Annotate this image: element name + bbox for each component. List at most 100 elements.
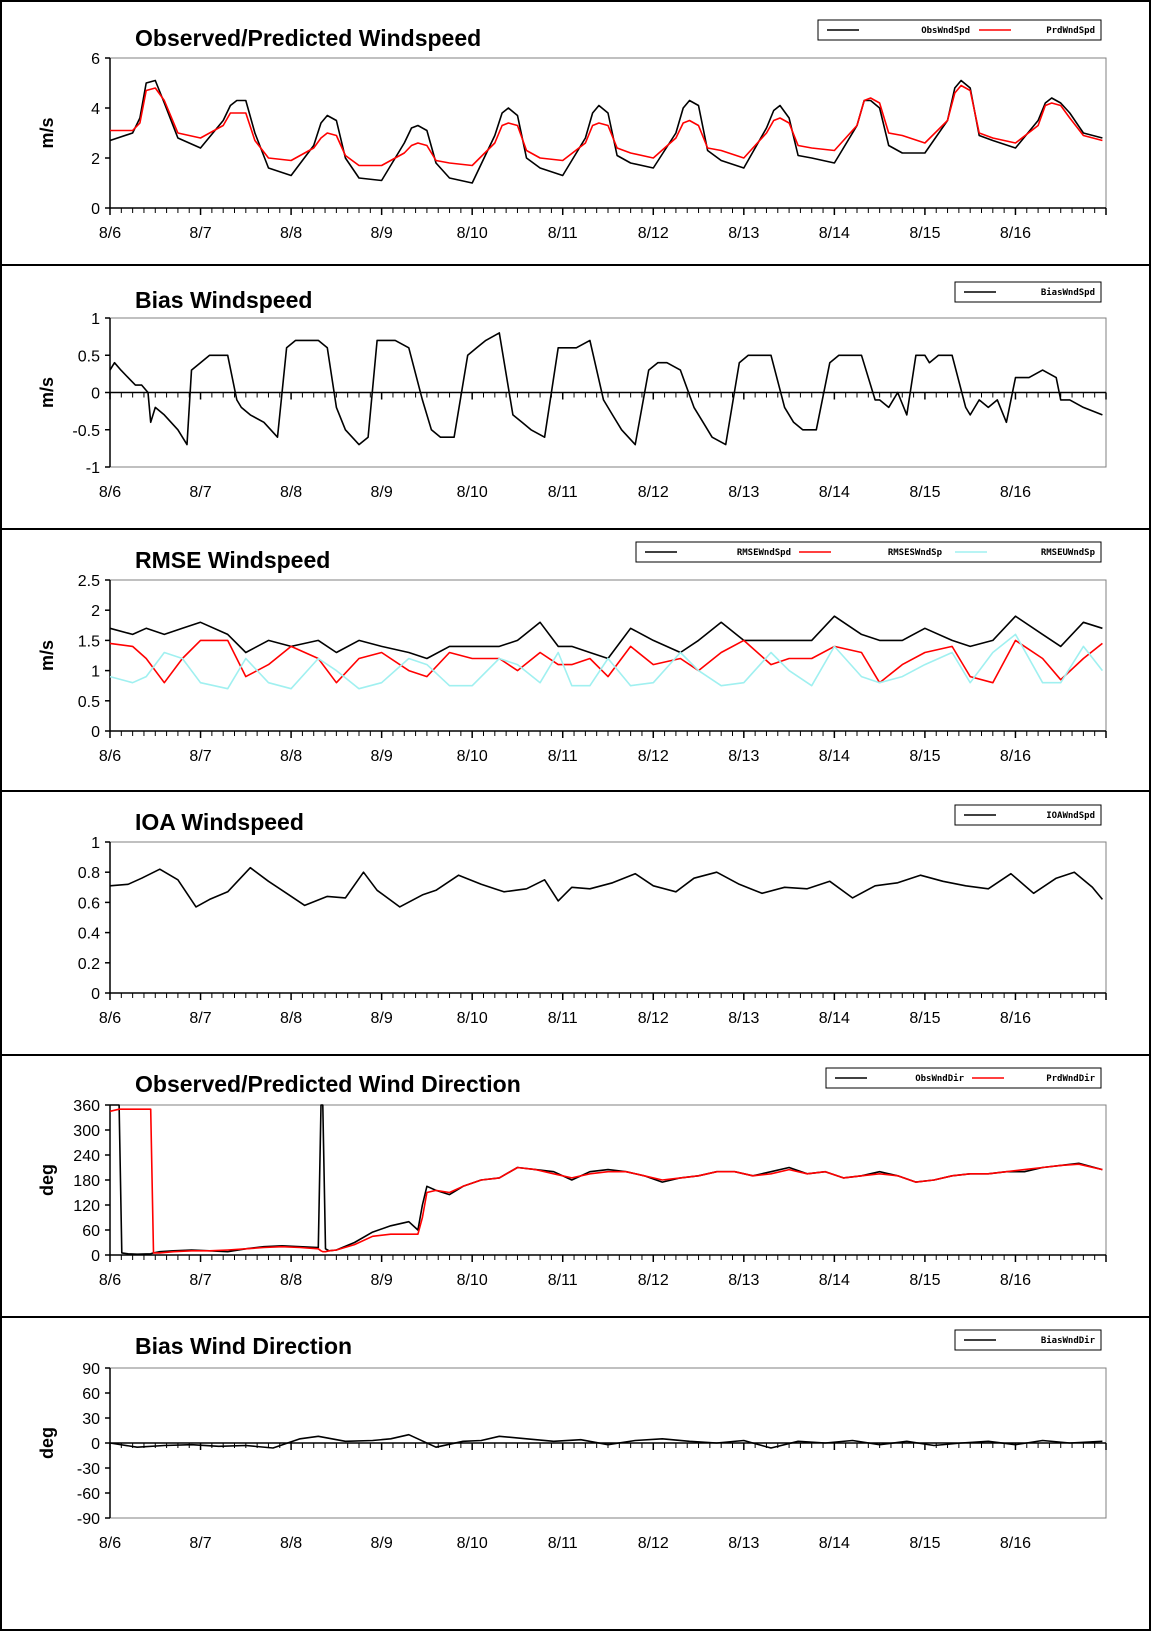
y-tick-label: -0.5 (72, 423, 100, 440)
x-tick-label: 8/15 (909, 1272, 940, 1289)
plot-area (109, 841, 1107, 994)
x-tick-label: 8/11 (548, 484, 578, 501)
x-tick-label: 8/16 (1000, 1272, 1031, 1289)
y-tick-label: 2 (91, 151, 100, 168)
x-tick-label: 8/10 (457, 225, 488, 242)
chart-title: Observed/Predicted Wind Direction (135, 1071, 521, 1097)
x-tick-label: 8/8 (280, 1272, 302, 1289)
y-tick-label: 1.5 (78, 633, 100, 650)
y-tick-label: 0 (91, 201, 100, 218)
legend: BiasWndSpd (954, 281, 1102, 303)
y-tick-label: 0.8 (78, 865, 100, 882)
x-tick-label: 8/12 (638, 1010, 669, 1027)
x-tick-label: 8/16 (1000, 1010, 1031, 1027)
series-line-RMSEUWndSp (109, 633, 1104, 690)
x-tick-label: 8/12 (638, 1272, 669, 1289)
y-axis-label: deg (37, 1164, 57, 1196)
x-tick-label: 8/6 (99, 225, 121, 242)
y-axis-label: m/s (37, 117, 57, 148)
chart-title: Bias Windspeed (135, 287, 312, 313)
chart-panel-2: Bias Windspeed m/s -1 -0.5 0 0.5 1 8/6 8/7 8/8 8/9… (37, 281, 1107, 501)
x-tick-label: 8/10 (457, 1010, 488, 1027)
y-tick-label: 0 (91, 386, 100, 403)
x-tick-label: 8/11 (548, 1010, 578, 1027)
x-tick-label: 8/12 (638, 748, 669, 765)
x-tick-label: 8/7 (189, 225, 211, 242)
x-tick-label: 8/12 (638, 1535, 669, 1552)
chart-title: Observed/Predicted Windspeed (135, 25, 481, 51)
x-tick-label: 8/9 (371, 1535, 393, 1552)
y-tick-label: 2.5 (78, 573, 100, 590)
chart-panel-6: Bias Wind Direction deg -90 -60 -30 0 30 60 90 8/… (37, 1329, 1107, 1552)
x-tick-label: 8/10 (457, 1535, 488, 1552)
plot-area (109, 57, 1107, 209)
legend-label-PrdWndDir: PrdWndDir (1046, 1073, 1095, 1084)
legend-box (954, 804, 1102, 826)
x-tick-label: 8/10 (457, 748, 488, 765)
y-tick-label: 90 (82, 1361, 100, 1378)
chart-panel-1: Observed/Predicted Windspeed m/s 0 2 4 6 8/6 8/… (37, 19, 1107, 242)
x-tick-label: 8/14 (819, 484, 850, 501)
x-tick-label: 8/10 (457, 1272, 488, 1289)
series-line-RMSEWndSpd (109, 615, 1103, 660)
x-tick-label: 8/15 (909, 1010, 940, 1027)
x-tick-label: 8/13 (728, 484, 759, 501)
y-tick-label: 30 (82, 1411, 100, 1428)
x-tick-label: 8/7 (189, 1010, 211, 1027)
series-line-BiasWndSpd (109, 332, 1103, 446)
y-tick-label: -30 (77, 1461, 100, 1478)
y-tick-label: 0.2 (78, 956, 100, 973)
y-tick-label: 0 (91, 1436, 100, 1453)
x-tick-label: 8/14 (819, 1272, 850, 1289)
legend-label-RMSEUWndSp: RMSEUWndSp (1041, 548, 1096, 558)
y-axis-label: m/s (37, 640, 57, 671)
legend-label-RMSESWndSp: RMSESWndSp (888, 548, 943, 558)
chart-title: IOA Windspeed (135, 809, 304, 835)
y-tick-label: 300 (73, 1123, 100, 1140)
legend-label-PrdWndSpd: PrdWndSpd (1046, 26, 1095, 36)
x-tick-label: 8/8 (280, 1010, 302, 1027)
plot-area (109, 579, 1107, 732)
legend-box (954, 1329, 1102, 1351)
y-tick-label: 0 (91, 724, 100, 741)
legend-box (954, 281, 1102, 303)
legend: RMSEWndSpd RMSESWndSp RMSEUWndSp (635, 541, 1102, 563)
y-tick-label: 0 (91, 986, 100, 1003)
y-tick-label: 0 (91, 1248, 100, 1265)
legend-label-ObsWndDir: ObsWndDir (915, 1073, 964, 1084)
y-axis-label: m/s (37, 377, 57, 408)
y-tick-label: 4 (91, 101, 100, 118)
series-line-RMSESWndSp (109, 639, 1103, 684)
legend-label-RMSEWndSpd: RMSEWndSpd (737, 548, 791, 558)
legend-label-BiasWndDir: BiasWndDir (1041, 1335, 1096, 1346)
chart-title: Bias Wind Direction (135, 1333, 352, 1359)
y-tick-label: 120 (73, 1198, 100, 1215)
chart-panel-5: Observed/Predicted Wind Direction deg 0 60 1… (37, 1067, 1107, 1289)
y-axis-label: deg (37, 1427, 57, 1459)
x-tick-label: 8/15 (909, 484, 940, 501)
x-tick-label: 8/8 (280, 1535, 302, 1552)
x-tick-label: 8/6 (99, 484, 121, 501)
x-tick-label: 8/11 (548, 1272, 578, 1289)
y-tick-label: 240 (73, 1148, 100, 1165)
legend-label-IOAWndSpd: IOAWndSpd (1046, 811, 1095, 821)
x-tick-label: 8/13 (728, 1272, 759, 1289)
chart-panel-3: RMSE Windspeed m/s 0 0.5 1 1.5 2 2.5 8/6 8/7 8/8 8/… (37, 541, 1107, 765)
y-tick-label: -60 (77, 1486, 100, 1503)
series-line-PrdWndDir (109, 1108, 1103, 1254)
y-tick-label: 2 (91, 603, 100, 620)
x-tick-label: 8/8 (280, 748, 302, 765)
x-tick-label: 8/16 (1000, 484, 1031, 501)
y-tick-label: -1 (86, 460, 100, 477)
x-tick-label: 8/9 (371, 748, 393, 765)
x-tick-label: 8/16 (1000, 748, 1031, 765)
x-tick-label: 8/13 (728, 225, 759, 242)
series-line-PrdWndSpd (110, 84, 1103, 167)
legend-box (635, 541, 1102, 563)
x-tick-label: 8/14 (819, 1010, 850, 1027)
y-tick-label: 1 (91, 835, 100, 852)
x-tick-label: 8/11 (548, 748, 578, 765)
x-tick-label: 8/9 (371, 1272, 393, 1289)
x-tick-label: 8/12 (638, 484, 669, 501)
